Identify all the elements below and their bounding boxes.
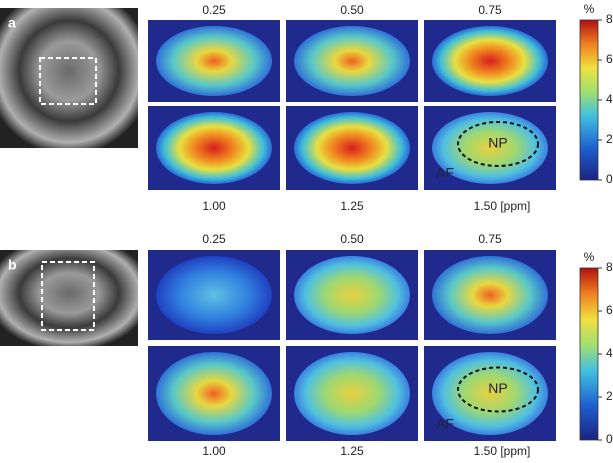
offset-label: 0.50 [340, 3, 364, 17]
colorbar-tick-label: 0 [606, 432, 613, 446]
colorbar-tick-label: 4 [606, 346, 613, 360]
panel-label: a [8, 15, 16, 31]
colorbar-tick-label: 8 [606, 12, 613, 26]
offset-label: 1.50 [ppm] [474, 444, 531, 458]
colorbar [579, 267, 599, 441]
cest-map [432, 256, 548, 334]
cest-map [432, 26, 548, 96]
colorbar-tick-label: 6 [606, 52, 613, 66]
cest-map [294, 112, 410, 184]
cest-map [156, 112, 272, 184]
af-label: AF [436, 416, 454, 432]
offset-label: 0.25 [202, 3, 226, 17]
offset-label: 1.00 [202, 199, 226, 213]
np-label: NP [488, 380, 507, 396]
offset-label: 1.25 [340, 444, 364, 458]
panel-label: b [8, 257, 17, 273]
cest-map [432, 352, 548, 435]
offset-label: 1.00 [202, 444, 226, 458]
colorbar-unit: % [584, 2, 595, 16]
colorbar [579, 19, 599, 181]
af-label: AF [436, 165, 454, 181]
colorbar-tick-label: 4 [606, 92, 613, 106]
cest-map [156, 26, 272, 96]
roi-box [41, 261, 95, 331]
cest-map [156, 352, 272, 435]
np-outline [457, 366, 539, 413]
colorbar-tick-label: 6 [606, 303, 613, 317]
cest-map [294, 256, 410, 334]
offset-label: 0.50 [340, 232, 364, 246]
colorbar-tick-label: 0 [606, 172, 613, 186]
offset-label: 1.25 [340, 199, 364, 213]
colorbar-tick-label: 2 [606, 389, 613, 403]
np-outline [457, 121, 539, 167]
colorbar-tick-label: 8 [606, 260, 613, 274]
cest-map [432, 112, 548, 184]
cest-map [294, 352, 410, 435]
mri-image [0, 8, 138, 148]
colorbar-unit: % [584, 250, 595, 264]
offset-label: 1.50 [ppm] [474, 199, 531, 213]
mri-image [0, 250, 138, 346]
offset-label: 0.75 [478, 3, 502, 17]
cest-map [156, 256, 272, 334]
roi-box [39, 57, 97, 105]
np-label: NP [488, 135, 507, 151]
colorbar-tick-label: 2 [606, 132, 613, 146]
offset-label: 0.25 [202, 232, 226, 246]
cest-map [294, 26, 410, 96]
offset-label: 0.75 [478, 232, 502, 246]
